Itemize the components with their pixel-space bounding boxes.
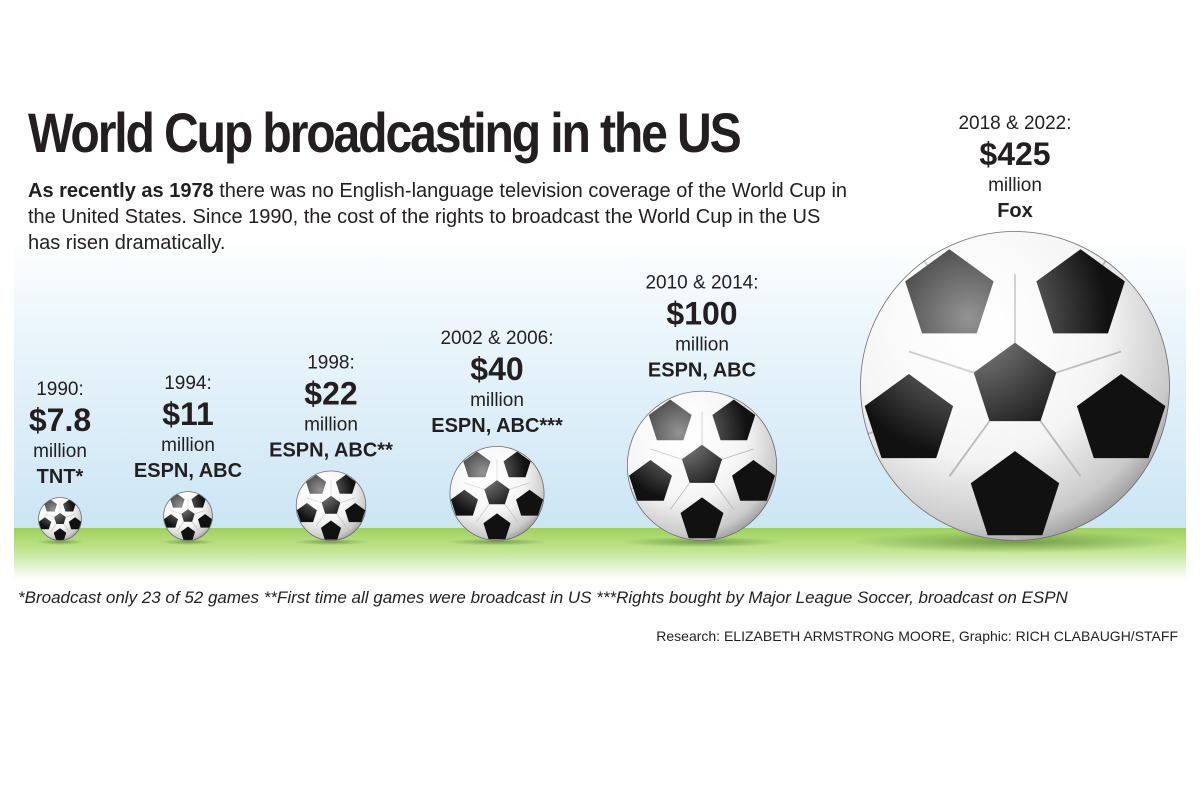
broadcaster-label: ESPN, ABC <box>648 360 756 382</box>
soccer-ball-marker <box>626 390 778 542</box>
ball-outline <box>626 390 778 541</box>
ball-shadow <box>623 536 781 548</box>
ball-shadow <box>447 538 547 546</box>
value-label: $22 <box>304 375 357 411</box>
intro-text: As recently as 1978 there was no English… <box>28 178 858 256</box>
footnotes: *Broadcast only 23 of 52 games **First t… <box>18 588 1068 607</box>
value-label: $425 <box>979 136 1050 172</box>
intro-lead: As recently as 1978 <box>28 180 214 202</box>
ball-outline <box>38 497 82 541</box>
unit-label: million <box>161 435 215 456</box>
ball-outline <box>163 491 213 541</box>
value-label: $100 <box>666 296 737 332</box>
broadcaster-label: Fox <box>997 200 1033 222</box>
chart-title: World Cup broadcasting in the US <box>28 101 742 164</box>
year-label: 1998: <box>307 352 355 373</box>
ball-shadow <box>36 539 84 545</box>
value-label: $7.8 <box>29 402 91 438</box>
year-label: 1994: <box>164 373 212 394</box>
broadcaster-label: ESPN, ABC <box>134 460 242 482</box>
value-label: $40 <box>470 351 523 387</box>
year-label: 2002 & 2006: <box>440 328 553 349</box>
unit-label: million <box>675 335 729 356</box>
soccer-ball-marker <box>449 445 545 542</box>
year-label: 2018 & 2022: <box>958 113 1071 134</box>
intro-body: there was no English-language television… <box>28 180 848 254</box>
ball-shadow <box>161 539 215 545</box>
soccer-ball-marker <box>860 231 1170 541</box>
unit-label: million <box>470 390 524 411</box>
soccer-ball-marker <box>38 497 82 541</box>
soccer-ball-marker <box>295 470 367 541</box>
credit-line: Research: ELIZABETH ARMSTRONG MOORE, Gra… <box>656 628 1178 644</box>
ball-outline <box>860 231 1170 541</box>
broadcaster-label: ESPN, ABC** <box>269 439 393 461</box>
ball-shadow <box>852 531 1178 553</box>
year-label: 1990: <box>36 379 84 400</box>
unit-label: million <box>988 175 1042 196</box>
broadcaster-label: TNT* <box>37 466 84 488</box>
value-label: $11 <box>162 396 214 432</box>
unit-label: million <box>304 414 358 435</box>
unit-label: million <box>33 441 87 462</box>
ball-shadow <box>293 539 369 545</box>
ball-outline <box>449 445 545 541</box>
ball-outline <box>295 470 367 541</box>
broadcaster-label: ESPN, ABC*** <box>431 415 563 437</box>
year-label: 2010 & 2014: <box>645 273 758 294</box>
soccer-ball-marker <box>163 491 213 541</box>
